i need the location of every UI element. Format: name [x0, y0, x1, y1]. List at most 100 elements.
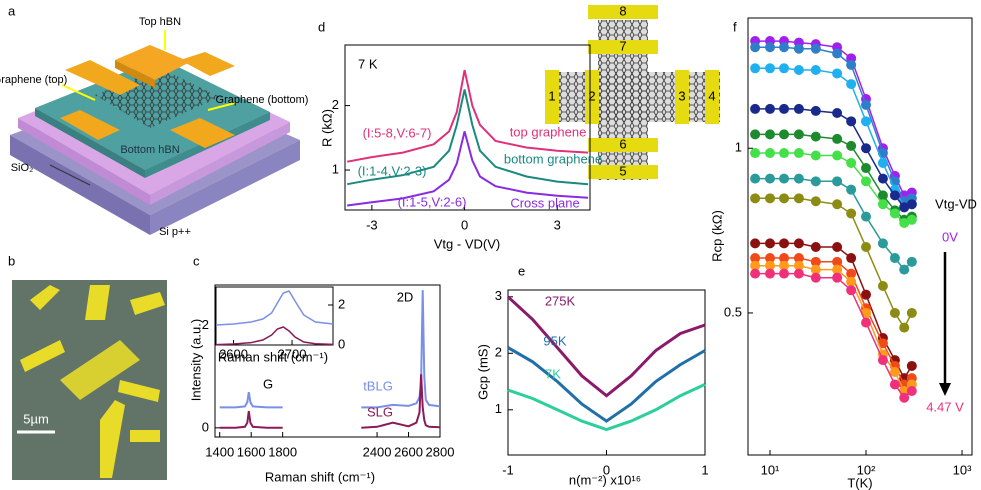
- data-point: [779, 63, 790, 74]
- data-point: [765, 129, 776, 140]
- data-point: [861, 99, 872, 110]
- contact-label: 7: [619, 38, 626, 53]
- data-point: [750, 42, 761, 53]
- y-tick-label: 2: [338, 296, 345, 311]
- data-point: [899, 264, 910, 275]
- data-point: [765, 103, 776, 114]
- data-point: [846, 268, 857, 279]
- data-point: [861, 241, 872, 252]
- data-point: [750, 173, 761, 184]
- data-point: [846, 208, 857, 219]
- data-point: [750, 268, 761, 279]
- data-point: [810, 64, 821, 75]
- x-tick-label: 1800: [268, 444, 297, 459]
- series-label: 95K: [543, 333, 566, 348]
- data-point: [779, 253, 790, 264]
- annotation: G: [263, 376, 273, 391]
- series-line: [755, 152, 913, 224]
- data-point: [793, 173, 804, 184]
- x-tick-label: 2600: [394, 444, 423, 459]
- series-line: [347, 69, 589, 163]
- data-point: [832, 241, 843, 252]
- data-point: [793, 268, 804, 279]
- arrow-head: [939, 383, 951, 396]
- x-tick-label: 3: [554, 217, 561, 232]
- series-line: [755, 40, 913, 197]
- series-label: bottom graphene: [504, 151, 602, 166]
- data-point: [846, 157, 857, 168]
- data-point: [750, 193, 761, 204]
- data-point: [832, 272, 843, 283]
- data-point: [810, 272, 821, 283]
- x-axis-label: Raman shift (cm⁻¹): [218, 349, 328, 364]
- data-point: [889, 379, 900, 390]
- annotation: (I:1-5,V:2-6): [398, 194, 467, 209]
- data-point: [889, 253, 900, 264]
- y-tick-label: 1: [735, 140, 742, 155]
- contact-label: 5: [619, 163, 626, 178]
- x-axis-label: Raman shift (cm⁻¹): [265, 469, 375, 484]
- data-point: [793, 43, 804, 54]
- y-axis-label: Rcp (kΩ): [709, 210, 724, 262]
- micrograph: [12, 280, 167, 480]
- series-line: [347, 131, 589, 207]
- y-tick-label: 2: [495, 345, 502, 360]
- data-point: [906, 360, 917, 371]
- y-tick-label: 0: [338, 336, 345, 351]
- contact-label: 1: [548, 88, 555, 103]
- contact-label: 4: [708, 88, 715, 103]
- data-point: [793, 253, 804, 264]
- data-point: [832, 48, 843, 59]
- data-point: [846, 140, 857, 151]
- schematic-label: Graphene (bottom): [216, 94, 309, 106]
- device-schematic: [10, 30, 300, 235]
- data-point: [810, 105, 821, 116]
- x-tick-label: 10¹: [761, 462, 780, 477]
- x-axis-label: T(K): [847, 475, 872, 490]
- data-point: [750, 238, 761, 249]
- data-point: [765, 173, 776, 184]
- contact-label: 2: [588, 88, 595, 103]
- data-point: [810, 43, 821, 54]
- data-point: [750, 129, 761, 140]
- data-point: [779, 42, 790, 53]
- data-point: [765, 268, 776, 279]
- data-point: [889, 366, 900, 377]
- data-point: [765, 42, 776, 53]
- device-diagram: [545, 5, 720, 180]
- data-point: [779, 173, 790, 184]
- data-point: [861, 211, 872, 222]
- data-point: [846, 116, 857, 127]
- data-point: [889, 208, 900, 219]
- data-point: [765, 63, 776, 74]
- data-point: [765, 238, 776, 249]
- data-point: [877, 238, 888, 249]
- x-tick-label: -1: [502, 462, 514, 477]
- data-point: [899, 322, 910, 333]
- y-tick-label: 0: [202, 419, 209, 434]
- x-tick-label: 10³: [953, 462, 972, 477]
- x-tick-label: -3: [366, 217, 378, 232]
- data-point: [877, 199, 888, 210]
- data-point: [846, 285, 857, 296]
- annotation: 2D: [397, 289, 414, 304]
- scale-bar-label: 5µm: [23, 411, 49, 426]
- data-point: [889, 190, 900, 201]
- series-line: [215, 326, 334, 346]
- x-tick-label: 10²: [857, 462, 876, 477]
- x-tick-label: 1: [701, 462, 708, 477]
- y-axis-label: Gcp (mS): [475, 344, 490, 400]
- x-tick-label: 2800: [426, 444, 455, 459]
- data-point: [906, 307, 917, 318]
- schematic-label: Top hBN: [139, 16, 181, 28]
- series-line: [219, 374, 441, 429]
- panel-label: e: [518, 263, 525, 278]
- schematic-label: SiO₂: [11, 162, 34, 174]
- data-point: [861, 289, 872, 300]
- plot-frame: [214, 284, 441, 438]
- data-point: [832, 107, 843, 118]
- data-point: [889, 307, 900, 318]
- x-tick-label: 1600: [237, 444, 266, 459]
- annotation: (I:5-8,V:6-7): [363, 125, 432, 140]
- data-point: [899, 392, 910, 403]
